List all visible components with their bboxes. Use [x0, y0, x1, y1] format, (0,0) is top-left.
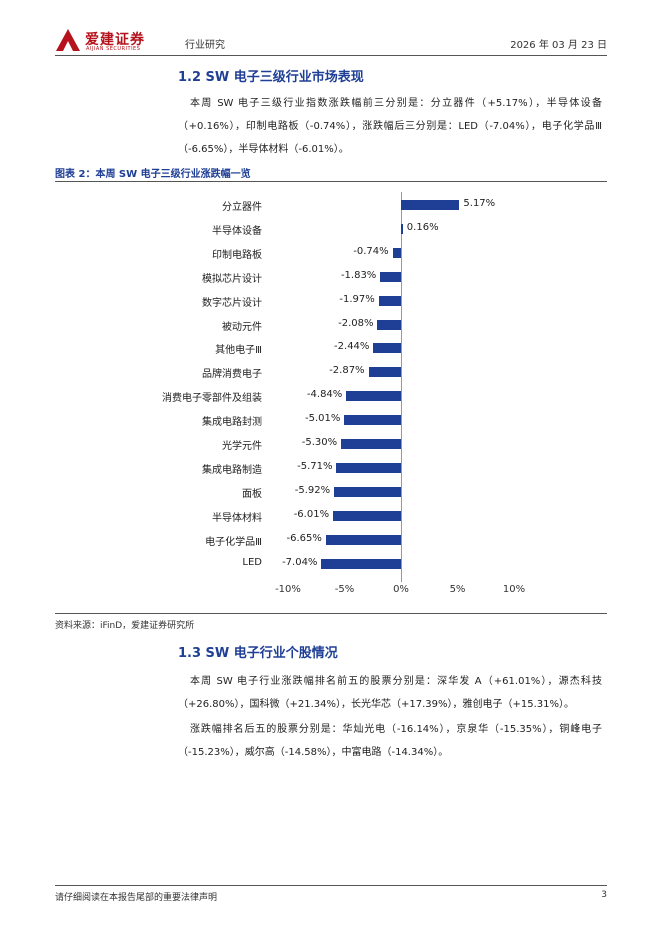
bar: [380, 271, 401, 282]
value-label: -2.87%: [329, 365, 365, 377]
x-tick-label: 5%: [449, 584, 466, 595]
logo-text-en: AIJIAN SECURITIES: [86, 46, 141, 52]
category-label: 消费电子零部件及组装: [162, 393, 262, 405]
section-title-1-2: 1.2 SW 电子三级行业市场表现: [178, 70, 364, 85]
report-category: 行业研究: [185, 40, 225, 51]
bar: [344, 415, 401, 426]
bar: [377, 319, 401, 330]
bar: [373, 343, 401, 354]
figure-title: 图表 2：本周 SW 电子三级行业涨跌幅一览: [55, 169, 251, 180]
header-divider: [55, 55, 607, 56]
category-label: 半导体设备: [212, 225, 262, 237]
section-1-2-paragraph: 本周 SW 电子三级行业指数涨跌幅前三分别是：分立器件（+5.17%），半导体设…: [178, 98, 602, 155]
x-tick-label: -10%: [275, 584, 301, 595]
value-label: -5.92%: [294, 484, 331, 496]
category-label: 分立器件: [222, 202, 262, 213]
value-label: -2.44%: [334, 341, 370, 353]
footer-disclaimer: 请仔细阅读在本报告尾部的重要法律声明: [55, 893, 218, 903]
category-label: 电子化学品Ⅲ: [205, 536, 262, 548]
value-label: -4.84%: [306, 389, 343, 401]
logo-mark-icon: [56, 29, 80, 51]
section-1-3-paragraph-1: 本周 SW 电子行业涨跌幅排名前五的股票分别是：深华发 A（+61.01%），源…: [178, 676, 602, 710]
bar: [325, 534, 401, 545]
value-label: 5.17%: [463, 198, 496, 209]
footer-divider: [55, 885, 607, 886]
category-label: 集成电路制造: [202, 464, 262, 476]
value-label: -6.01%: [293, 508, 330, 520]
value-label: -7.04%: [282, 556, 318, 568]
value-label: -5.30%: [301, 437, 338, 448]
bar: [334, 486, 401, 497]
industry-change-bar-chart: 分立器件 5.17% 半导体设备 0.16% 印制电路板 -0.74% 模拟芯片设计 -1.8…: [0, 182, 662, 612]
bar: [321, 558, 401, 569]
category-label: 半导体材料: [212, 512, 262, 524]
category-label: 模拟芯片设计: [202, 273, 262, 285]
bar: [341, 439, 401, 449]
category-label: LED: [242, 556, 262, 568]
value-label: -5.01%: [305, 413, 341, 425]
section-title-1-3: 1.3 SW 电子行业个股情况: [178, 646, 338, 661]
bar: [333, 510, 401, 521]
figure-bottom-rule: [55, 613, 607, 614]
x-tick-label: 0%: [393, 584, 409, 595]
value-label: 0.16%: [406, 221, 439, 233]
value-label: -1.83%: [340, 269, 377, 281]
category-label: 数字芯片设计: [202, 297, 262, 309]
category-label: 光学元件: [222, 441, 262, 452]
section-1-3-paragraph-2: 涨跌幅排名后五的股票分别是：华灿光电（-16.14%），京泉华（-15.35%）…: [178, 724, 602, 758]
bar: [368, 367, 401, 378]
report-date: 2026 年 03 月 23 日: [510, 40, 607, 51]
chart-zero-axis: [401, 192, 402, 582]
category-label: 印制电路板: [212, 249, 262, 261]
figure-top-rule: [55, 181, 607, 182]
value-label: -0.74%: [353, 245, 389, 257]
value-label: -5.71%: [297, 460, 333, 472]
figure-source: 资料来源：iFinD，爱建证券研究所: [55, 621, 195, 631]
category-label: 被动元件: [222, 321, 262, 333]
value-label: -2.08%: [338, 317, 374, 329]
category-label: 集成电路封测: [202, 417, 262, 429]
bar: [378, 295, 401, 306]
bar: [401, 223, 403, 234]
category-label: 品牌消费电子: [202, 369, 262, 381]
x-tick-label: 10%: [502, 584, 526, 595]
page-header: 爱建证券 AIJIAN SECURITIES 行业研究 2026 年 03 月 …: [55, 28, 607, 54]
x-tick-label: -5%: [334, 584, 355, 595]
bar: [346, 391, 401, 402]
category-label: 面板: [242, 488, 262, 500]
logo-text-cn: 爱建证券: [85, 32, 145, 48]
page-number: 3: [601, 890, 607, 900]
company-logo: 爱建证券 AIJIAN SECURITIES: [55, 28, 195, 54]
value-label: -1.97%: [339, 293, 375, 305]
value-label: -6.65%: [286, 532, 322, 544]
bar: [392, 247, 401, 258]
bar: [401, 200, 460, 210]
category-label: 其他电子Ⅲ: [215, 345, 262, 357]
bar: [336, 462, 401, 473]
